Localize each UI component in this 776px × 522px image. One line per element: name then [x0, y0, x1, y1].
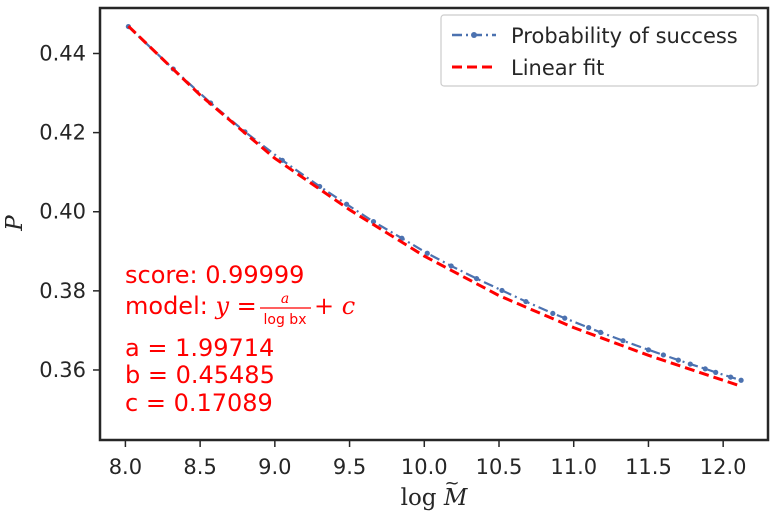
x-tick-label: 8.5	[183, 455, 216, 479]
annotation-model-tail: + c	[314, 292, 355, 320]
data-point	[499, 287, 505, 294]
data-point	[448, 263, 454, 269]
y-axis-label: P	[2, 215, 28, 232]
y-axis-ticks: 0.36 0.38 0.40 0.42 0.44	[39, 41, 100, 382]
legend-label-data: Probability of success	[511, 24, 738, 48]
y-tick-label: 0.40	[39, 200, 86, 224]
series-line-linear-fit	[127, 25, 742, 388]
data-point	[550, 310, 556, 317]
data-point	[713, 369, 719, 375]
data-point	[728, 374, 734, 380]
data-point	[702, 366, 708, 372]
legend-label-fit: Linear fit	[511, 56, 604, 80]
x-axis-ticks: 8.0 8.5 9.0 9.5 10.0 10.5 11.0 11.5 12.0	[109, 440, 747, 479]
legend-box	[440, 14, 759, 87]
annotation-b: b = 0.45485	[125, 361, 275, 389]
data-point	[343, 201, 350, 207]
y-tick-label: 0.42	[39, 121, 86, 145]
data-point	[523, 298, 529, 305]
annotation-a: a = 1.99714	[125, 334, 274, 362]
legend-item-data: Probability of success	[452, 24, 738, 48]
data-point	[473, 275, 480, 282]
data-point	[645, 347, 652, 353]
annotation-model-prefix: model:	[125, 292, 215, 320]
x-tick-label: 9.0	[258, 455, 291, 479]
legend-item-fit: Linear fit	[452, 56, 604, 80]
x-axis-label: log M	[401, 485, 469, 511]
data-point	[424, 250, 430, 256]
annotation-model-numerator: a	[281, 291, 289, 307]
y-tick-label: 0.36	[39, 358, 86, 382]
data-point	[370, 219, 377, 225]
x-tick-label: 10.5	[476, 455, 523, 479]
data-point	[738, 377, 744, 383]
data-point	[562, 315, 568, 321]
annotation-model: model: y =	[125, 292, 257, 320]
annotation-model-y: y	[214, 292, 229, 320]
data-point	[687, 361, 693, 367]
x-tick-label: 8.0	[109, 455, 142, 479]
x-tick-label: 11.0	[550, 455, 597, 479]
y-tick-label: 0.38	[39, 279, 86, 303]
x-tick-label: 10.0	[401, 455, 448, 479]
data-point	[586, 325, 592, 331]
x-tick-label: 12.0	[700, 455, 747, 479]
data-point	[675, 357, 681, 363]
legend-swatch-data-marker	[471, 32, 477, 38]
x-tick-label: 11.5	[625, 455, 672, 479]
x-tick-label: 9.5	[333, 455, 366, 479]
data-point	[598, 329, 604, 335]
fit-annotation: score: 0.99999 model: y = a log bx + c a…	[125, 261, 355, 417]
series-layer	[125, 23, 744, 388]
data-point	[399, 235, 405, 241]
annotation-c: c = 0.17089	[125, 389, 273, 417]
legend: Probability of success Linear fit	[440, 14, 759, 87]
axes-frame	[98, 6, 770, 442]
annotation-score: score: 0.99999	[125, 261, 304, 289]
annotation-model-denominator: log bx	[264, 312, 307, 328]
data-point	[620, 338, 626, 344]
data-point	[660, 352, 666, 358]
x-axis-label-tilde: ~	[444, 473, 459, 494]
annotation-model-eq: =	[229, 292, 257, 320]
y-tick-label: 0.44	[39, 41, 86, 65]
